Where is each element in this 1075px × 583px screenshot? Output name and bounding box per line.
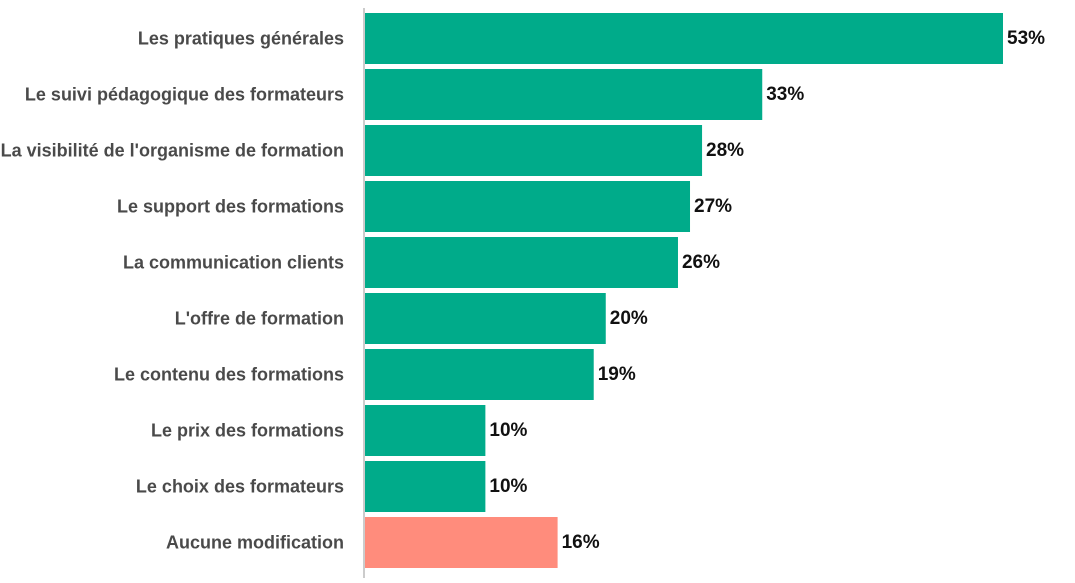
category-label: Le choix des formateurs: [136, 477, 344, 497]
category-label: Aucune modification: [166, 533, 344, 553]
category-label: La communication clients: [123, 253, 344, 273]
category-label: Le contenu des formations: [114, 365, 344, 385]
value-label: 26%: [682, 252, 720, 273]
value-label: 28%: [706, 140, 744, 161]
bar-1: [365, 13, 1003, 64]
bar-10: [365, 517, 558, 568]
category-label: L'offre de formation: [175, 309, 344, 329]
bar-8: [365, 405, 486, 456]
value-label: 10%: [489, 476, 527, 497]
value-label: 16%: [562, 532, 600, 553]
bar-3: [365, 125, 703, 176]
value-label: 20%: [610, 308, 648, 329]
category-label: La visibilité de l'organisme de formatio…: [1, 141, 344, 161]
category-label: Le support des formations: [117, 197, 344, 217]
category-label: Le prix des formations: [151, 421, 344, 441]
category-label: Le suivi pédagogique des formateurs: [25, 85, 344, 105]
labels-layer: Les pratiques générales 53% Le suivi pédag…: [1, 28, 1045, 553]
bar-6: [365, 293, 606, 344]
bar-7: [365, 349, 594, 400]
bars-layer: [365, 13, 1003, 568]
bar-9: [365, 461, 486, 512]
category-label: Les pratiques générales: [138, 29, 344, 49]
bar-5: [365, 237, 678, 288]
value-label: 19%: [598, 364, 636, 385]
bar-4: [365, 181, 691, 232]
value-label: 27%: [694, 196, 732, 217]
value-label: 33%: [766, 84, 804, 105]
value-label: 53%: [1007, 28, 1045, 49]
bar-2: [365, 69, 763, 120]
value-label: 10%: [489, 420, 527, 441]
